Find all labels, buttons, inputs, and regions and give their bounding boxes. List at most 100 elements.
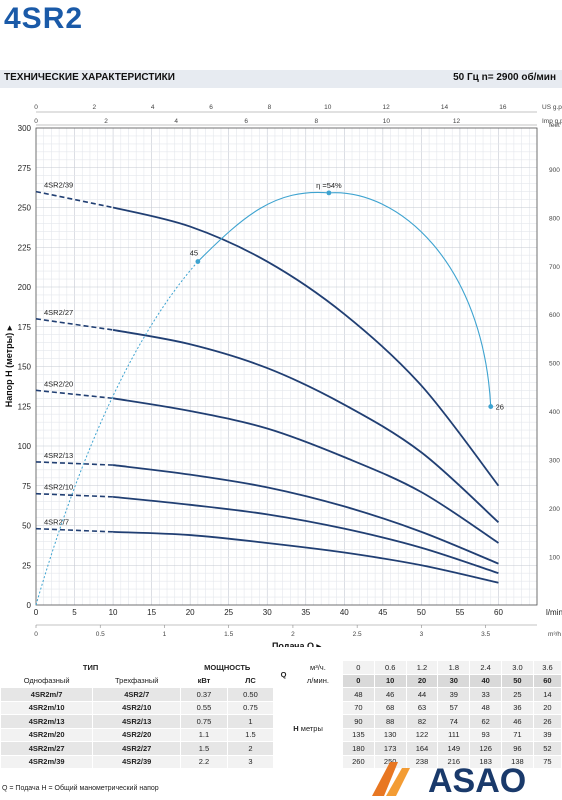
power-header: МОЩНОСТЬ (180, 660, 275, 675)
table-row: 4SR2m/7 4SR2/7 0.37 0.50 H метры 48 46 44 39 33 25… (0, 687, 562, 769)
head-value: 90 (341, 714, 375, 729)
q-lmin-cell: 10 (373, 673, 407, 688)
feet-tick-label: 500 (549, 361, 560, 368)
power-hp: 0.50 (226, 687, 275, 702)
table-row: 4SR2m/39 4SR2/39 2.2 3 260 250 238 216 183 138 75 (0, 754, 562, 769)
table-row: 4SR2m/20 4SR2/20 1.1 1.5 135 130 122 111 93 71 39 (0, 727, 562, 742)
m3h-tick-label: 0.5 (96, 631, 105, 638)
q-lmin-cell: 30 (437, 673, 471, 688)
q-m3h-cell: 1.8 (437, 660, 471, 675)
power-kw: 1.5 (180, 741, 228, 756)
y-tick-label: 25 (22, 561, 31, 570)
head-value: 183 (469, 754, 503, 769)
q-m3h-cell: 3.6 (532, 660, 562, 675)
model-three: 4SR2/20 (92, 727, 182, 742)
imp-tick-label: 0 (34, 118, 38, 125)
q-lmin-cell: 60 (532, 673, 562, 688)
power-hp: 0.75 (226, 700, 275, 715)
power-hp: 1.5 (226, 727, 275, 742)
series-line (112, 495, 499, 575)
unit-lmin: л/мин. (292, 673, 343, 688)
head-value: 88 (373, 714, 407, 729)
head-value: 238 (405, 754, 439, 769)
x-tick-label: 5 (72, 608, 77, 617)
power-kw: 1.1 (180, 727, 228, 742)
us-tick-label: 6 (209, 104, 213, 111)
feet-tick-label: 900 (549, 167, 560, 174)
us-tick-label: 0 (34, 104, 38, 111)
us-unit-label: US g.p.m. (542, 104, 562, 111)
imp-unit-label: Imp g.p.m. (542, 118, 562, 125)
head-value: 48 (469, 700, 503, 715)
m3h-tick-label: 3.5 (481, 631, 490, 638)
head-value: 71 (501, 727, 534, 742)
series-dashed-start (35, 190, 114, 209)
us-tick-label: 4 (151, 104, 155, 111)
head-value: 180 (341, 741, 375, 756)
y-tick-label: 275 (18, 164, 32, 173)
head-value: 44 (405, 687, 439, 702)
power-kw: 0.37 (180, 687, 228, 702)
head-value: 36 (501, 700, 534, 715)
y-axis-title: Напор H (метры) ▸ (4, 325, 14, 407)
y-tick-label: 75 (22, 482, 31, 491)
x-unit-label: l/min (546, 608, 562, 617)
asao-logo: ASAO (372, 762, 526, 800)
q-lmin-cell: 0 (341, 673, 375, 688)
power-hp: 3 (226, 754, 275, 769)
x-tick-label: 15 (147, 608, 156, 617)
q-m3h-cell: 3.0 (501, 660, 534, 675)
table-row: 4SR2m/27 4SR2/27 1.5 2 180 173 164 149 126 96 52 (0, 741, 562, 756)
model-three: 4SR2/7 (92, 687, 182, 702)
series-label: 4SR2/27 (44, 308, 73, 317)
h-symbol: H (293, 723, 299, 733)
efficiency-point (195, 259, 201, 264)
head-value: 39 (437, 687, 471, 702)
y-tick-label: 0 (27, 601, 32, 610)
q-lmin-cell: 50 (501, 673, 534, 688)
head-value: 70 (341, 700, 375, 715)
us-tick-label: 12 (383, 104, 391, 111)
feet-tick-label: 200 (549, 506, 560, 513)
head-value: 130 (373, 727, 407, 742)
x-tick-label: 60 (494, 608, 503, 617)
us-tick-label: 16 (499, 104, 507, 111)
series-line (113, 530, 499, 584)
efficiency-label: η =54% (316, 181, 342, 190)
m3h-tick-label: 1.5 (224, 631, 233, 638)
efficiency-label: 26 (496, 403, 504, 412)
x-tick-label: 55 (455, 608, 464, 617)
series-dashed-start (35, 389, 114, 400)
logo-text: ASAO (428, 762, 526, 800)
x-axis-title: Подача Q ▸ (272, 641, 322, 647)
x-tick-label: 30 (263, 608, 272, 617)
head-value: 75 (532, 754, 562, 769)
y-tick-label: 250 (18, 204, 32, 213)
x-tick-label: 10 (109, 608, 118, 617)
imp-tick-label: 2 (104, 118, 108, 125)
feet-tick-label: 100 (549, 555, 560, 562)
x-tick-label: 20 (186, 608, 195, 617)
q-lmin-cell: 20 (405, 673, 439, 688)
series-dashed-start (35, 461, 114, 466)
type-header: ТИП (0, 660, 182, 675)
y-tick-label: 200 (18, 283, 32, 292)
m3h-unit-label: m³/h (548, 631, 561, 638)
series-dashed-start (35, 318, 114, 331)
m3h-tick-label: 1 (163, 631, 167, 638)
head-value: 26 (532, 714, 562, 729)
m3h-tick-label: 2.5 (353, 631, 362, 638)
power-hp: 2 (226, 741, 275, 756)
col-single: Однофазный (0, 673, 94, 688)
series-dashed-start (35, 527, 114, 533)
col-three: Трехфазный (92, 673, 182, 688)
spec-bar (0, 70, 562, 88)
head-value: 46 (373, 687, 407, 702)
x-tick-label: 0 (34, 608, 39, 617)
imp-tick-label: 8 (315, 118, 319, 125)
model-single: 4SR2m/20 (0, 727, 94, 742)
m3h-tick-label: 2 (291, 631, 295, 638)
head-value: 74 (437, 714, 471, 729)
q-m3h-cell: 2.4 (469, 660, 503, 675)
efficiency-point (488, 404, 494, 409)
